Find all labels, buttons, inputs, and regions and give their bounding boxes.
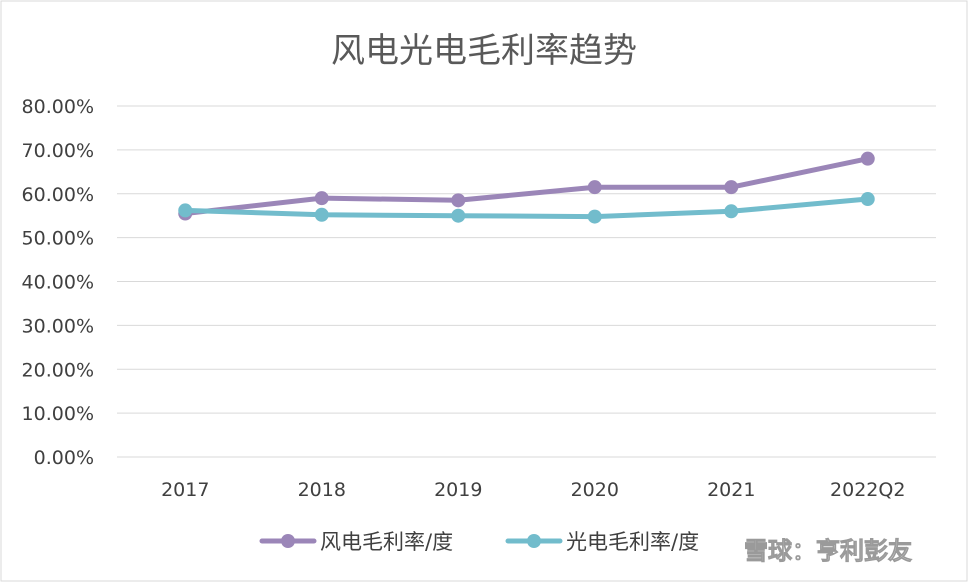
y-tick-label-0: 0.00% (34, 447, 94, 469)
x-tick-label-2: 2019 (434, 479, 482, 501)
y-tick-label-1: 10.00% (22, 403, 94, 425)
y-tick-label-4: 40.00% (22, 272, 94, 294)
legend-label-wind: 风电毛利率/度 (320, 530, 453, 554)
y-tick-label-8: 80.00% (22, 96, 94, 118)
series-line-0 (182, 156, 871, 216)
x-axis-ticks: 2017 2018 2019 2020 2021 2022Q2 (161, 479, 905, 501)
x-tick-label-5: 2022Q2 (830, 479, 905, 501)
data-point-0-2 (451, 193, 466, 208)
legend-item-wind[interactable]: 风电毛利率/度 (259, 530, 453, 554)
data-point-0-4 (724, 180, 739, 195)
x-tick-label-3: 2020 (571, 479, 619, 501)
legend-marker-wind (281, 534, 295, 548)
data-point-1-0 (178, 203, 193, 218)
data-point-1-4 (724, 204, 739, 219)
watermark-text: 雪球：亨利彭友 (744, 537, 912, 565)
data-point-0-3 (587, 180, 602, 195)
gridlines (117, 105, 936, 458)
series-group (178, 151, 875, 224)
data-point-1-1 (314, 207, 329, 222)
legend-label-solar: 光电毛利率/度 (566, 530, 699, 554)
y-axis-ticks: 0.00% 10.00% 20.00% 30.00% 40.00% 50.00% 60.00… (22, 96, 94, 469)
chart-title: 风电光电毛利率趋势 (331, 31, 637, 71)
legend-item-solar[interactable]: 光电毛利率/度 (505, 530, 699, 554)
data-point-0-1 (314, 191, 329, 206)
x-tick-label-0: 2017 (161, 479, 209, 501)
x-tick-label-1: 2018 (298, 479, 346, 501)
data-point-1-3 (587, 209, 602, 224)
x-tick-label-4: 2021 (707, 479, 755, 501)
data-point-1-2 (451, 208, 466, 223)
y-tick-label-6: 60.00% (22, 184, 94, 206)
y-tick-label-2: 20.00% (22, 359, 94, 381)
watermark: 雪球：亨利彭友 (709, 535, 912, 565)
y-tick-label-7: 70.00% (22, 140, 94, 162)
data-point-0-5 (860, 151, 875, 166)
snowball-logo-icon (709, 535, 739, 565)
y-tick-label-3: 30.00% (22, 315, 94, 337)
series-line-1 (182, 196, 871, 220)
y-tick-label-5: 50.00% (22, 228, 94, 250)
legend: 风电毛利率/度 光电毛利率/度 (259, 530, 699, 554)
legend-marker-solar (527, 534, 541, 548)
data-point-1-5 (860, 192, 875, 207)
